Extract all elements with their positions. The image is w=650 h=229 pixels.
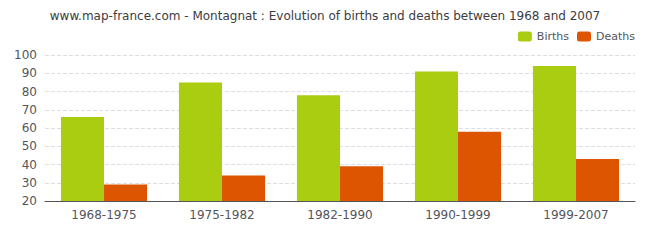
svg-text:50: 50 xyxy=(22,139,37,153)
svg-text:1975-1982: 1975-1982 xyxy=(189,208,254,222)
svg-text:1968-1975: 1968-1975 xyxy=(71,208,136,222)
svg-text:70: 70 xyxy=(22,103,37,117)
svg-text:40: 40 xyxy=(22,158,37,172)
svg-text:Deaths: Deaths xyxy=(596,30,635,43)
svg-text:20: 20 xyxy=(22,194,37,208)
svg-text:Births: Births xyxy=(537,30,569,43)
svg-text:www.map-france.com - Montagnat: www.map-france.com - Montagnat : Evoluti… xyxy=(50,9,600,23)
svg-text:30: 30 xyxy=(22,176,37,190)
svg-text:80: 80 xyxy=(22,85,37,99)
svg-text:1982-1990: 1982-1990 xyxy=(307,208,372,222)
svg-text:60: 60 xyxy=(22,121,37,135)
svg-text:1999-2007: 1999-2007 xyxy=(543,208,608,222)
svg-text:90: 90 xyxy=(22,66,37,80)
svg-text:1990-1999: 1990-1999 xyxy=(425,208,490,222)
svg-text:100: 100 xyxy=(14,48,37,62)
